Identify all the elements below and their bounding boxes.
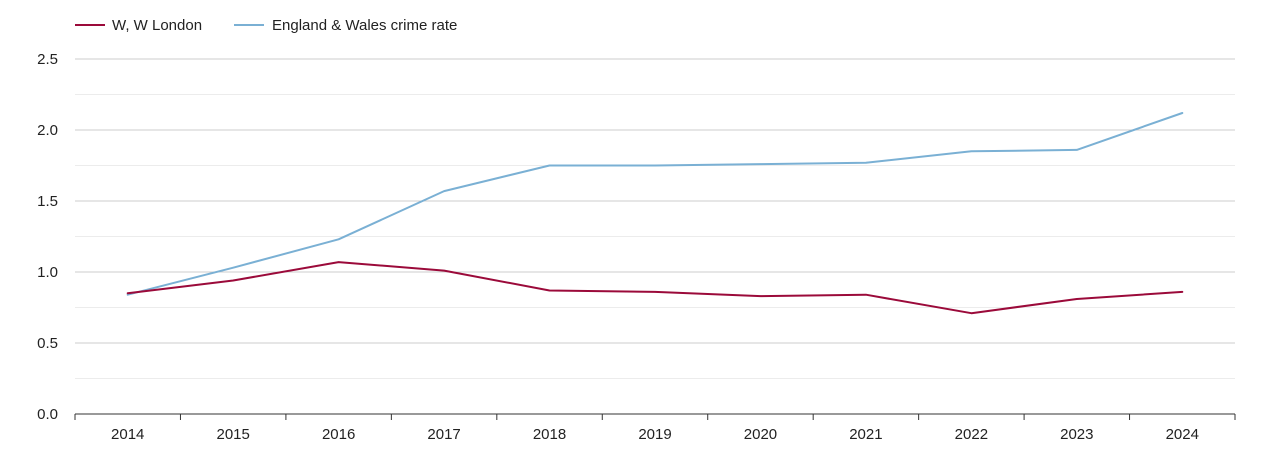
data-point-w-w-london[interactable]: [967, 309, 975, 317]
x-tick-label: 2019: [638, 426, 671, 443]
legend-label-w-w-london: W, W London: [112, 17, 202, 34]
data-point-england-wales-crime-rate[interactable]: [440, 187, 448, 195]
data-point-england-wales-crime-rate[interactable]: [335, 235, 343, 243]
y-tick-label: 2.5: [37, 51, 58, 68]
data-point-england-wales-crime-rate[interactable]: [967, 147, 975, 155]
y-tick-label: 1.0: [37, 264, 58, 281]
data-point-w-w-london[interactable]: [335, 258, 343, 266]
y-axis: 0.0 0.5 1.0 1.5 2.0 2.5: [37, 51, 58, 423]
x-tick-label: 2017: [427, 426, 460, 443]
y-tick-label: 1.5: [37, 193, 58, 210]
x-tick-label: 2024: [1166, 426, 1199, 443]
series-lines: [124, 109, 1186, 317]
x-tick-label: 2016: [322, 426, 355, 443]
data-point-england-wales-crime-rate[interactable]: [1178, 109, 1186, 117]
data-point-england-wales-crime-rate[interactable]: [651, 162, 659, 170]
data-point-england-wales-crime-rate[interactable]: [229, 264, 237, 272]
data-point-england-wales-crime-rate[interactable]: [1073, 146, 1081, 154]
data-point-w-w-london[interactable]: [440, 267, 448, 275]
data-point-england-wales-crime-rate[interactable]: [756, 160, 764, 168]
legend-item-w-w-london[interactable]: W, W London: [75, 17, 202, 34]
x-tick-label: 2014: [111, 426, 144, 443]
y-tick-label: 2.0: [37, 122, 58, 139]
x-tick-label: 2020: [744, 426, 777, 443]
data-point-w-w-london[interactable]: [756, 292, 764, 300]
x-axis: 2014 2015 2016 2017 2018 2019 2020 2021 2022 2023…: [74, 413, 1236, 443]
x-tick-label: 2021: [849, 426, 882, 443]
x-tick-label: 2022: [955, 426, 988, 443]
data-point-england-wales-crime-rate[interactable]: [862, 159, 870, 167]
legend-label-england-wales: England & Wales crime rate: [272, 17, 457, 34]
x-tick-label: 2015: [216, 426, 249, 443]
data-point-w-w-london[interactable]: [546, 286, 554, 294]
y-tick-label: 0.0: [37, 406, 58, 423]
x-tick-label: 2018: [533, 426, 566, 443]
series-line-england-wales-crime-rate[interactable]: [126, 112, 1184, 296]
legend-item-england-wales[interactable]: England & Wales crime rate: [234, 17, 457, 34]
data-point-w-w-london[interactable]: [651, 288, 659, 296]
data-point-w-w-london[interactable]: [1178, 288, 1186, 296]
data-point-england-wales-crime-rate[interactable]: [546, 162, 554, 170]
x-tick-label: 2023: [1060, 426, 1093, 443]
gridlines: [75, 58, 1235, 379]
data-point-w-w-london[interactable]: [229, 277, 237, 285]
data-point-w-w-london[interactable]: [1073, 295, 1081, 303]
data-point-w-w-london[interactable]: [124, 289, 132, 297]
series-line-w-w-london[interactable]: [126, 261, 1184, 315]
y-tick-label: 0.5: [37, 335, 58, 352]
data-point-w-w-london[interactable]: [862, 291, 870, 299]
legend: W, W London England & Wales crime rate: [75, 17, 457, 34]
